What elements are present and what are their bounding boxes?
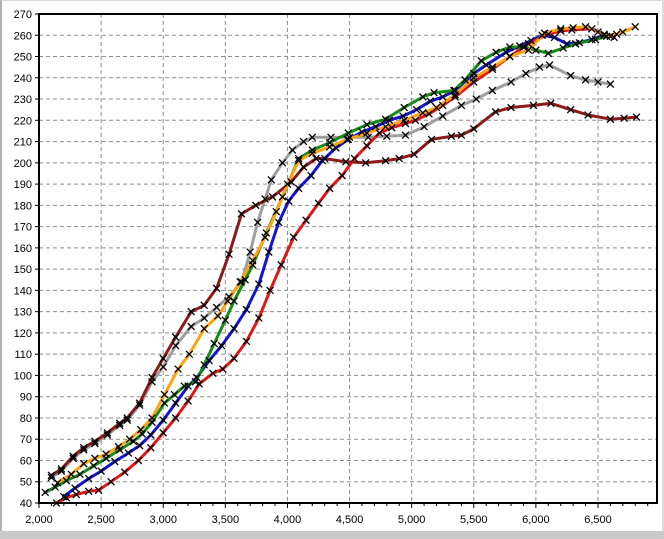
y-tick-label: 80	[20, 413, 32, 425]
y-tick-label: 110	[14, 349, 32, 361]
y-tick-label: 60	[20, 455, 32, 467]
x-axis-tick-labels: 2,000 2,500 3,000 3,500 4,000 4,500 5,000 5,500…	[25, 514, 612, 526]
x-tick-label: 5,500	[460, 514, 488, 526]
grid-lines	[39, 13, 657, 503]
window-edge-left	[0, 0, 2, 539]
y-tick-label: 150	[14, 264, 32, 276]
window-edge-top	[0, 0, 664, 1]
plot-border	[38, 13, 658, 504]
window-edge-right	[662, 0, 664, 539]
x-tick-label: 4,000	[274, 514, 302, 526]
plot-area[interactable]	[39, 14, 657, 503]
x-tick-label: 2,000	[25, 514, 53, 526]
y-tick-label: 230	[14, 94, 32, 106]
x-tick-label: 6,500	[584, 514, 612, 526]
y-tick-label: 120	[14, 328, 32, 340]
series-green-markers	[41, 30, 621, 497]
data-point-markers	[41, 22, 641, 507]
y-tick-label: 130	[14, 307, 32, 319]
x-tick-label: 6,000	[522, 514, 550, 526]
x-tick-label: 5,000	[398, 514, 426, 526]
x-tick-label: 4,500	[336, 514, 364, 526]
y-tick-label: 70	[20, 434, 32, 446]
y-tick-label: 50	[20, 477, 32, 489]
y-tick-label: 180	[14, 200, 32, 212]
x-tick-label: 3,500	[212, 514, 240, 526]
y-tick-label: 160	[14, 243, 32, 255]
series-orange-markers	[53, 22, 640, 487]
y-tick-label: 200	[14, 158, 32, 170]
y-tick-label: 190	[14, 179, 32, 191]
y-tick-label: 140	[14, 285, 32, 297]
series-dark-red-markers	[47, 99, 641, 480]
x-tick-label: 2,500	[87, 514, 115, 526]
y-tick-label: 100	[14, 370, 32, 382]
y-tick-label: 170	[14, 222, 32, 234]
y-tick-label: 210	[14, 137, 32, 149]
y-tick-label: 40	[20, 498, 32, 510]
series-blue-markers	[59, 31, 609, 501]
y-tick-label: 220	[14, 115, 32, 127]
y-tick-label: 90	[20, 392, 32, 404]
window-edge-bottom	[0, 531, 664, 539]
series-gray-markers	[47, 61, 615, 482]
x-tick-label: 3,000	[149, 514, 177, 526]
y-tick-label: 270	[14, 9, 32, 21]
y-tick-label: 250	[14, 52, 32, 64]
y-tick-label: 240	[14, 73, 32, 85]
y-axis-tick-labels: 40 50 60 70 80 90 100 110 120 130 140 150 160 170 180 1…	[14, 9, 32, 510]
y-tick-label: 260	[14, 30, 32, 42]
